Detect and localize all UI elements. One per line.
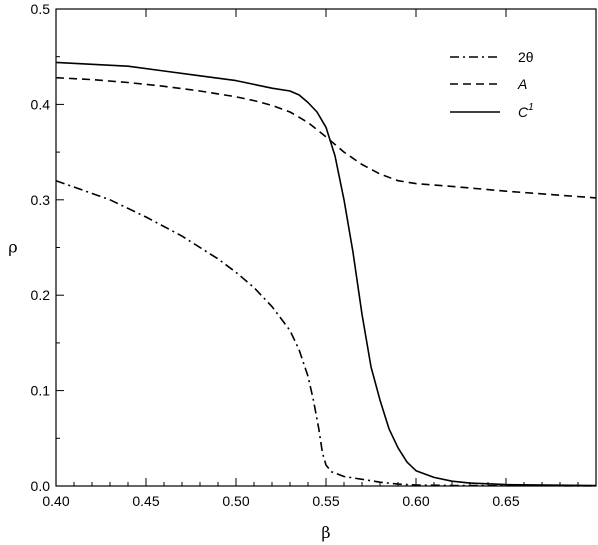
y-tick-label: 0.5 <box>31 1 51 17</box>
y-tick-label: 0.0 <box>31 478 51 494</box>
y-tick-label: 0.2 <box>31 287 51 303</box>
y-tick-label: 0.1 <box>31 383 51 399</box>
x-axis-label: β <box>321 523 330 542</box>
axis-ticks <box>55 8 597 487</box>
series-line-c1 <box>55 61 597 487</box>
x-tick-label: 0.40 <box>42 493 69 509</box>
legend: 2θ A C1 <box>450 49 534 120</box>
series-line-a <box>55 76 597 199</box>
y-tick-label: 0.4 <box>31 96 51 112</box>
y-axis-label: ρ <box>8 238 17 257</box>
legend-label: C1 <box>518 102 534 120</box>
plot-frame <box>55 8 597 487</box>
x-tick-label: 0.45 <box>132 493 159 509</box>
series-line-2- <box>55 179 597 487</box>
x-tick-label: 0.60 <box>402 493 429 509</box>
legend-label: 2θ <box>518 49 534 65</box>
x-tick-label: 0.65 <box>492 493 519 509</box>
x-tick-label: 0.50 <box>222 493 249 509</box>
tick-labels: 0.40 0.45 0.50 0.55 0.60 0.65 0.0 0.1 0.2 0.3 0.4 0… <box>31 1 520 509</box>
x-tick-label: 0.55 <box>312 493 339 509</box>
y-tick-label: 0.3 <box>31 192 51 208</box>
series-lines <box>55 61 597 487</box>
legend-label: A <box>517 76 527 92</box>
